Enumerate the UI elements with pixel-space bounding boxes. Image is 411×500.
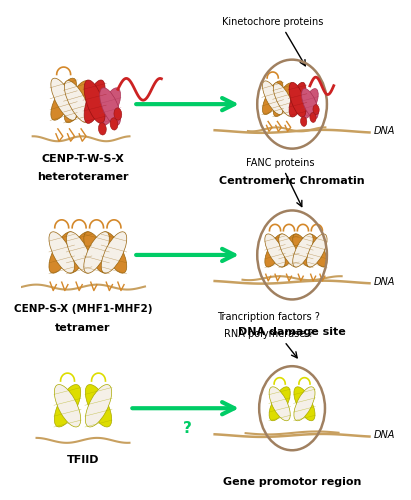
Text: ?: ? — [183, 420, 192, 436]
Ellipse shape — [263, 81, 283, 114]
Ellipse shape — [294, 387, 315, 421]
Text: DNA: DNA — [373, 126, 395, 136]
Ellipse shape — [300, 116, 307, 126]
Text: CENP-T-W-S-X: CENP-T-W-S-X — [42, 154, 125, 164]
Ellipse shape — [54, 384, 81, 427]
Text: CENP-S-X (MHF1-MHF2): CENP-S-X (MHF1-MHF2) — [14, 304, 152, 314]
Ellipse shape — [85, 384, 112, 427]
Ellipse shape — [294, 387, 315, 421]
Ellipse shape — [67, 232, 92, 273]
Text: DNA: DNA — [373, 277, 395, 287]
Ellipse shape — [114, 108, 122, 120]
Ellipse shape — [49, 232, 74, 273]
Ellipse shape — [67, 232, 92, 273]
Text: DNA damage site: DNA damage site — [238, 326, 346, 336]
Ellipse shape — [110, 118, 118, 130]
Ellipse shape — [269, 387, 290, 421]
Text: DNA: DNA — [373, 430, 395, 440]
Ellipse shape — [273, 83, 294, 116]
Text: TFIID: TFIID — [67, 455, 99, 465]
Ellipse shape — [101, 232, 127, 273]
Ellipse shape — [65, 80, 90, 122]
Text: Centromeric Chromatin: Centromeric Chromatin — [219, 176, 365, 186]
Ellipse shape — [84, 232, 109, 273]
Ellipse shape — [65, 80, 90, 122]
Ellipse shape — [279, 234, 299, 267]
Ellipse shape — [100, 88, 120, 126]
Ellipse shape — [293, 234, 313, 267]
Ellipse shape — [99, 122, 106, 135]
Ellipse shape — [293, 234, 313, 267]
Ellipse shape — [84, 232, 109, 273]
Text: RNA polymerase ?: RNA polymerase ? — [224, 329, 314, 339]
Ellipse shape — [265, 234, 285, 267]
Ellipse shape — [279, 234, 299, 267]
Ellipse shape — [273, 83, 294, 116]
Ellipse shape — [307, 234, 327, 267]
Ellipse shape — [84, 80, 105, 124]
Ellipse shape — [307, 234, 327, 267]
Ellipse shape — [302, 88, 318, 118]
Ellipse shape — [54, 384, 81, 427]
Ellipse shape — [85, 384, 112, 427]
Ellipse shape — [100, 88, 120, 126]
Ellipse shape — [263, 81, 283, 114]
Text: Trancription factors ?: Trancription factors ? — [217, 312, 320, 322]
Text: Kinetochore proteins: Kinetochore proteins — [222, 18, 323, 28]
Ellipse shape — [265, 234, 285, 267]
Ellipse shape — [101, 232, 127, 273]
Ellipse shape — [289, 82, 306, 117]
Text: FANC proteins: FANC proteins — [246, 158, 315, 168]
Ellipse shape — [84, 80, 105, 124]
Ellipse shape — [51, 78, 76, 120]
Ellipse shape — [51, 78, 76, 120]
Text: heteroteramer: heteroteramer — [37, 172, 129, 182]
Ellipse shape — [269, 387, 290, 421]
Ellipse shape — [49, 232, 74, 273]
Ellipse shape — [313, 104, 319, 115]
Text: Gene promotor region: Gene promotor region — [223, 478, 361, 488]
Ellipse shape — [310, 112, 316, 122]
Text: tetramer: tetramer — [55, 323, 111, 333]
Ellipse shape — [302, 88, 318, 118]
Ellipse shape — [289, 82, 306, 117]
